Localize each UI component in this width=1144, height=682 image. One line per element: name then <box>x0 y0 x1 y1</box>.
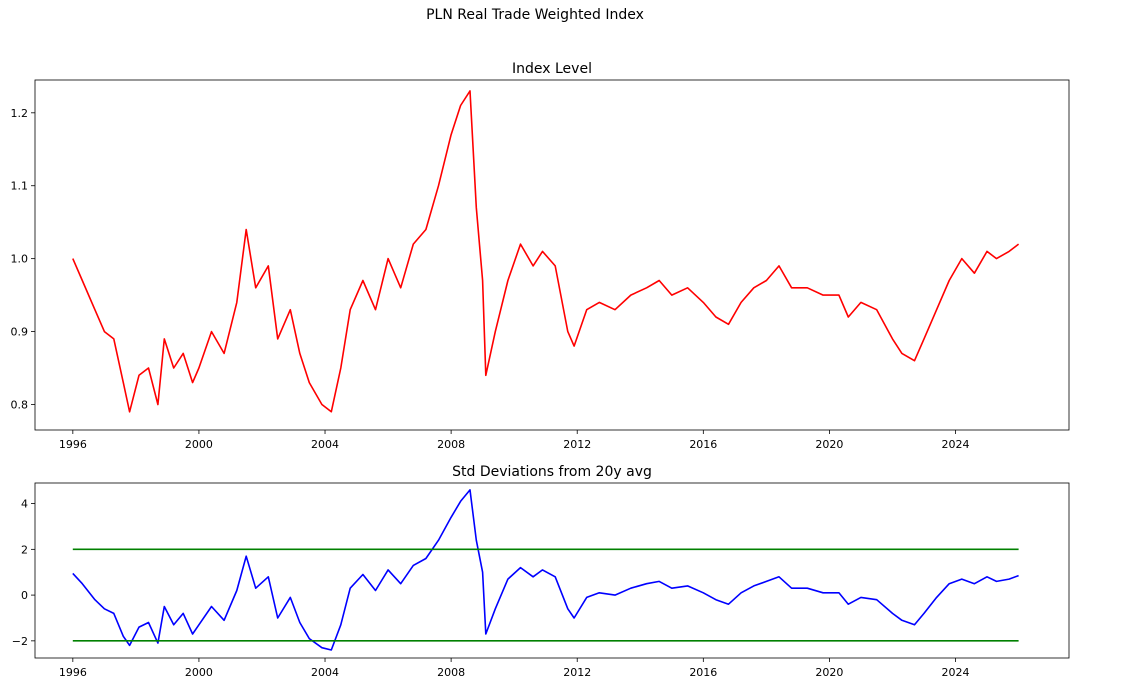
std-series-line-0 <box>72 489 1019 651</box>
std-x-tick-label-2016: 2016 <box>689 666 717 679</box>
index-y-tick-label-2: 1.0 <box>11 253 29 266</box>
index-y-tick-label-3: 1.1 <box>11 180 29 193</box>
std-x-tick-label-2020: 2020 <box>815 666 843 679</box>
std-y-tick-label-1: 0 <box>21 589 28 602</box>
std-x-tick-label-2012: 2012 <box>563 666 591 679</box>
index-series-line-0 <box>72 90 1020 413</box>
index-chart-title: Index Level <box>512 61 592 77</box>
std-chart-title: Std Deviations from 20y avg <box>452 464 652 480</box>
std-y-tick-label-0: −2 <box>12 635 28 648</box>
index-x-tick-label-2024: 2024 <box>942 438 970 451</box>
index-x-tick-label-2004: 2004 <box>311 438 339 451</box>
std-y-tick-label-3: 4 <box>21 498 28 511</box>
figure-title: PLN Real Trade Weighted Index <box>426 7 644 23</box>
std-axes-frame <box>34 482 1070 659</box>
index-x-tick-label-2020: 2020 <box>815 438 843 451</box>
index-x-tick-label-1996: 1996 <box>59 438 87 451</box>
std-deviation-panel: Std Deviations from 20y avg 1996 2000 2004 2… <box>12 464 1070 679</box>
index-y-tick-label-4: 1.2 <box>11 107 29 120</box>
index-level-panel: Index Level 1996 2000 2004 2008 2012 2016 2020 2… <box>11 61 1070 451</box>
index-x-tick-label-2008: 2008 <box>437 438 465 451</box>
index-y-tick-label-0: 0.8 <box>11 398 29 411</box>
std-x-tick-label-2000: 2000 <box>185 666 213 679</box>
std-y-tick-label-2: 2 <box>21 543 28 556</box>
index-x-tick-label-2012: 2012 <box>563 438 591 451</box>
std-x-tick-label-2008: 2008 <box>437 666 465 679</box>
std-x-tick-label-1996: 1996 <box>59 666 87 679</box>
index-axes-frame <box>34 79 1070 431</box>
index-y-tick-label-1: 0.9 <box>11 326 29 339</box>
index-x-tick-label-2016: 2016 <box>689 438 717 451</box>
index-x-tick-label-2000: 2000 <box>185 438 213 451</box>
std-x-tick-label-2004: 2004 <box>311 666 339 679</box>
std-x-tick-label-2024: 2024 <box>942 666 970 679</box>
